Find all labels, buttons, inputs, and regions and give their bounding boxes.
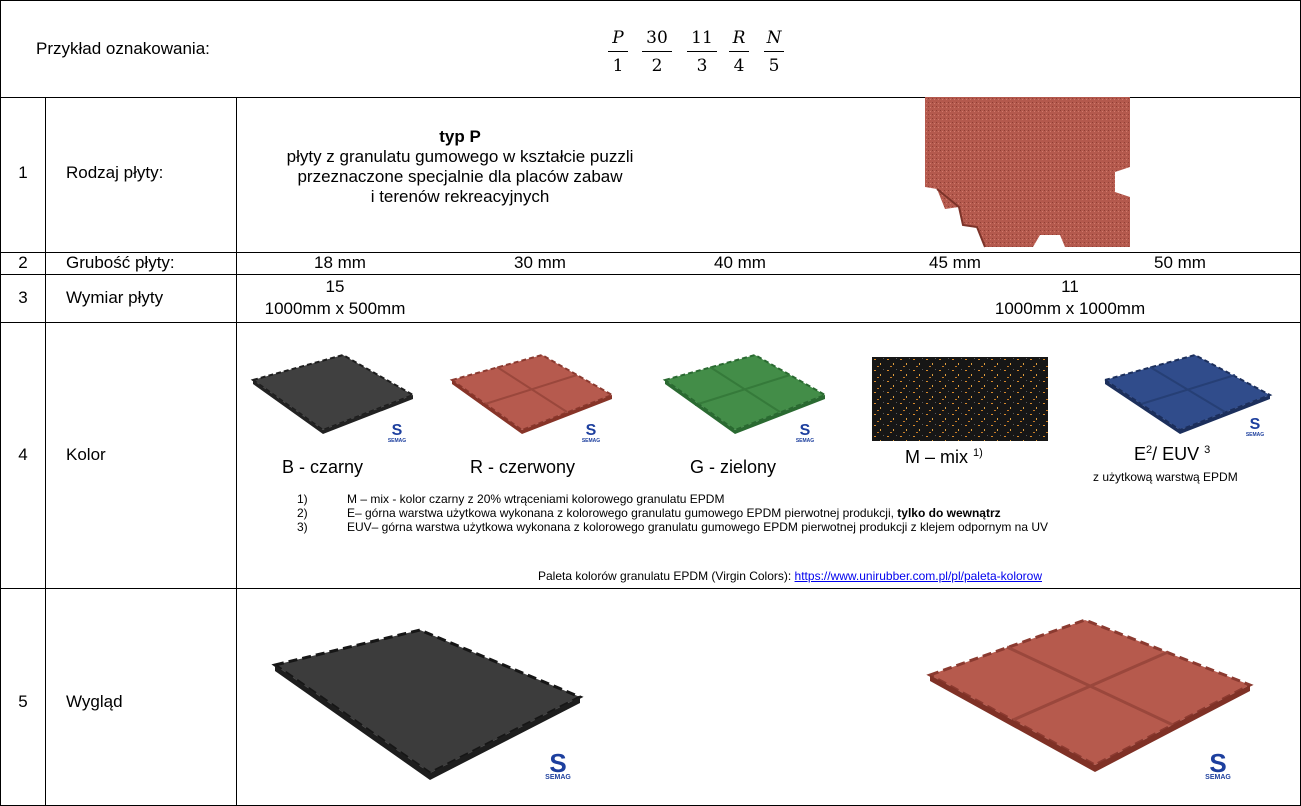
semag-logo: S SEMAG [581, 422, 601, 445]
semag-logo: S SEMAG [545, 748, 571, 781]
thickness-value: 45 mm [929, 253, 981, 272]
footnote-ref: 1) [973, 447, 983, 459]
footnote-ref: 3 [1204, 444, 1211, 456]
row-1-number: 1 [18, 163, 28, 182]
table-border-left [0, 0, 1, 806]
palette-link[interactable]: https://www.unirubber.com.pl/pl/paleta-k… [794, 569, 1042, 583]
header-label: Przykład oznakowania: [36, 39, 210, 58]
semag-logo: S SEMAG [387, 422, 407, 445]
size-dimensions-left: 1000mm x 500mm [264, 299, 406, 318]
plate-type-line: i terenów rekreacyjnych [370, 187, 550, 206]
footnote: 2) E– górna warstwa użytkowa wykonana z … [297, 506, 1001, 520]
row-divider-4 [0, 322, 1301, 323]
plate-type-title: typ P [439, 127, 481, 146]
footnote: 1) M – mix - kolor czarny z 20% wtrąceni… [297, 492, 725, 506]
code-part-2: 30 2 [642, 27, 672, 77]
row-5-label: Wygląd [66, 692, 123, 711]
row-2-number: 2 [18, 253, 28, 272]
col-divider-number [45, 97, 46, 806]
size-dimensions-right: 1000mm x 1000mm [994, 299, 1146, 318]
row-2-label: Grubość płyty: [66, 253, 175, 272]
euv-sub-label: z użytkową warstwą EPDM [1093, 470, 1238, 484]
color-label-mix: M – mix 1) [905, 447, 983, 467]
palette-line: Paleta kolorów granulatu EPDM (Virgin Co… [537, 569, 1042, 583]
row-divider-3 [0, 274, 1301, 275]
color-label-black: B - czarny [282, 457, 364, 477]
thickness-value: 30 mm [514, 253, 566, 272]
size-code-right: 11 [1061, 277, 1079, 296]
tile-swatch-green [662, 353, 828, 434]
row-1-label: Rodzaj płyty: [66, 163, 164, 182]
tile-swatch-red [449, 353, 615, 434]
puzzle-tile-red-photo [925, 97, 1130, 248]
footnote-ref: 2 [1146, 444, 1153, 456]
color-label-green: G - zielony [690, 457, 777, 477]
row-3-number: 3 [18, 288, 28, 307]
thickness-value: 18 mm [314, 253, 366, 272]
semag-logo: S SEMAG [795, 422, 815, 445]
row-4-number: 4 [18, 445, 28, 464]
tile-swatch-black [250, 353, 416, 434]
row-1-description: typ P płyty z granulatu gumowego w kszta… [250, 127, 670, 207]
tile-appearance-black [271, 628, 584, 780]
color-label-red: R - czerwony [470, 457, 576, 477]
table-border-top [0, 0, 1301, 1]
row-5-number: 5 [18, 692, 28, 711]
thickness-value: 40 mm [714, 253, 766, 272]
code-part-3: 11 3 [687, 27, 717, 77]
semag-logo: S SEMAG [1245, 416, 1265, 439]
tile-swatch-blue [1102, 353, 1273, 434]
thickness-value: 50 mm [1154, 253, 1206, 272]
size-code-left: 15 [325, 277, 345, 296]
plate-type-line: przeznaczone specjalnie dla placów zabaw [297, 167, 623, 186]
footnote: 3) EUV– górna warstwa użytkowa wykonana … [297, 520, 1049, 534]
row-4-label: Kolor [66, 445, 106, 464]
color-label-euv: E2/ EUV 3 [1134, 444, 1211, 464]
col-divider-label [236, 97, 237, 806]
row-divider-2 [0, 252, 1301, 253]
row-divider-1 [0, 97, 1301, 98]
tile-appearance-red [926, 618, 1254, 772]
row-divider-5 [0, 588, 1301, 589]
semag-logo: S SEMAG [1205, 748, 1231, 781]
tile-swatch-mix [872, 357, 1048, 441]
plate-type-line: płyty z granulatu gumowego w kształcie p… [286, 147, 634, 166]
row-3-label: Wymiar płyty [66, 288, 164, 307]
